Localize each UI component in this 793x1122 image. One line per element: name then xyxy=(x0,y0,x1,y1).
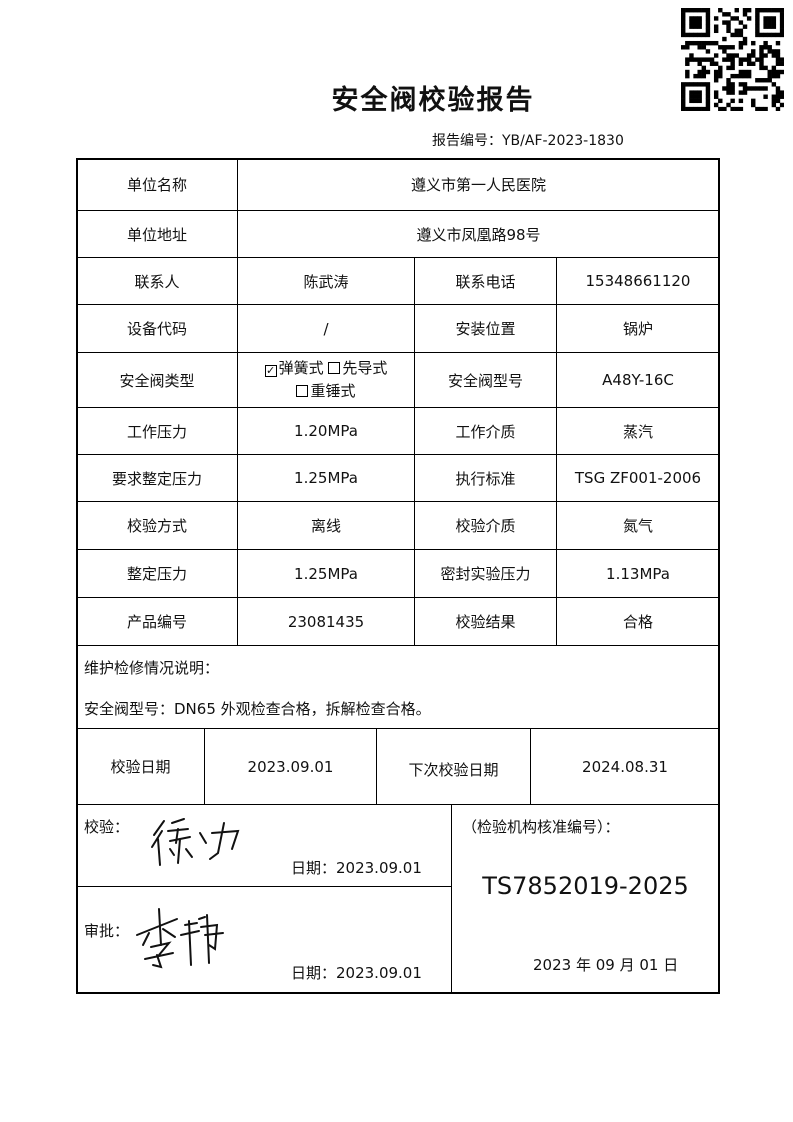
unit-name-label: 单位名称 xyxy=(76,158,238,211)
report-number-label: 报告编号： xyxy=(432,133,502,149)
type-option-weight[interactable]: 重锤式 xyxy=(296,382,356,400)
product-number: 23081435 xyxy=(237,597,415,646)
org-label: （检验机构核准编号）： xyxy=(462,818,620,836)
next-date-label: 下次校验日期 xyxy=(376,728,531,805)
install-location: 锅炉 xyxy=(556,304,720,353)
qr-code-icon xyxy=(681,8,784,111)
work-pressure-label: 工作压力 xyxy=(76,407,238,455)
org-number: TS7852019-2025 xyxy=(482,872,689,900)
work-medium: 蒸汽 xyxy=(556,407,720,455)
option-label: 重锤式 xyxy=(310,382,356,400)
contact-label: 联系人 xyxy=(76,257,238,305)
valve-model-label: 安全阀型号 xyxy=(414,352,557,408)
page-title: 安全阀校验报告 xyxy=(331,85,535,116)
checker-signature xyxy=(151,818,240,866)
approver-label: 审批： xyxy=(84,922,130,940)
valve-type-label: 安全阀类型 xyxy=(76,352,238,408)
standard: TSG ZF001-2006 xyxy=(556,454,720,502)
type-option-spring[interactable]: ✓ 弹簧式 xyxy=(264,359,324,377)
required-set-pressure: 1.25MPa xyxy=(237,454,415,502)
checkbox-icon[interactable] xyxy=(296,385,309,397)
phone-label: 联系电话 xyxy=(414,257,557,305)
checker-date: 日期：2023.09.01 xyxy=(291,859,422,877)
unit-name: 遵义市第一人民医院 xyxy=(237,158,720,211)
work-pressure: 1.20MPa xyxy=(237,407,415,455)
method: 离线 xyxy=(237,501,415,550)
unit-address-label: 单位地址 xyxy=(76,210,238,258)
method-label: 校验方式 xyxy=(76,501,238,550)
maintenance-label: 维护检修情况说明： xyxy=(84,659,220,677)
seal-pressure-label: 密封实验压力 xyxy=(414,549,557,598)
option-label: 弹簧式 xyxy=(278,359,324,377)
next-date: 2024.08.31 xyxy=(530,728,720,805)
report-number: 报告编号：YB/AF-2023-1830 xyxy=(432,130,624,150)
equipment-code-label: 设备代码 xyxy=(76,304,238,353)
check-date-label: 校验日期 xyxy=(76,728,205,805)
org-date: 2023 年 09 月 01 日 xyxy=(533,956,679,974)
report-number-value: YB/AF-2023-1830 xyxy=(502,133,624,149)
type-option-pilot[interactable]: 先导式 xyxy=(328,359,387,377)
valve-type-options: ✓ 弹簧式 先导式 重锤式 xyxy=(237,352,415,408)
install-location-label: 安装位置 xyxy=(414,304,557,353)
set-pressure: 1.25MPa xyxy=(237,549,415,598)
result: 合格 xyxy=(556,597,720,646)
check-date: 2023.09.01 xyxy=(204,728,377,805)
checker-label: 校验： xyxy=(84,818,130,836)
test-medium: 氮气 xyxy=(556,501,720,550)
required-set-pressure-label: 要求整定压力 xyxy=(76,454,238,502)
seal-pressure: 1.13MPa xyxy=(556,549,720,598)
unit-address: 遵义市凤凰路98号 xyxy=(237,210,720,258)
equipment-code: / xyxy=(237,304,415,353)
test-medium-label: 校验介质 xyxy=(414,501,557,550)
valve-model: A48Y-16C xyxy=(556,352,720,408)
work-medium-label: 工作介质 xyxy=(414,407,557,455)
result-label: 校验结果 xyxy=(414,597,557,646)
approver-signature xyxy=(136,908,224,969)
checkbox-icon[interactable] xyxy=(328,362,341,374)
phone: 15348661120 xyxy=(556,257,720,305)
approver-date: 日期：2023.09.01 xyxy=(291,964,422,982)
option-label: 先导式 xyxy=(342,359,388,377)
contact: 陈武涛 xyxy=(237,257,415,305)
set-pressure-label: 整定压力 xyxy=(76,549,238,598)
checkbox-checked-icon[interactable]: ✓ xyxy=(264,364,277,377)
product-number-label: 产品编号 xyxy=(76,597,238,646)
standard-label: 执行标准 xyxy=(414,454,557,502)
maintenance-text: 安全阀型号：DN65 外观检查合格，拆解检查合格。 xyxy=(84,700,431,718)
